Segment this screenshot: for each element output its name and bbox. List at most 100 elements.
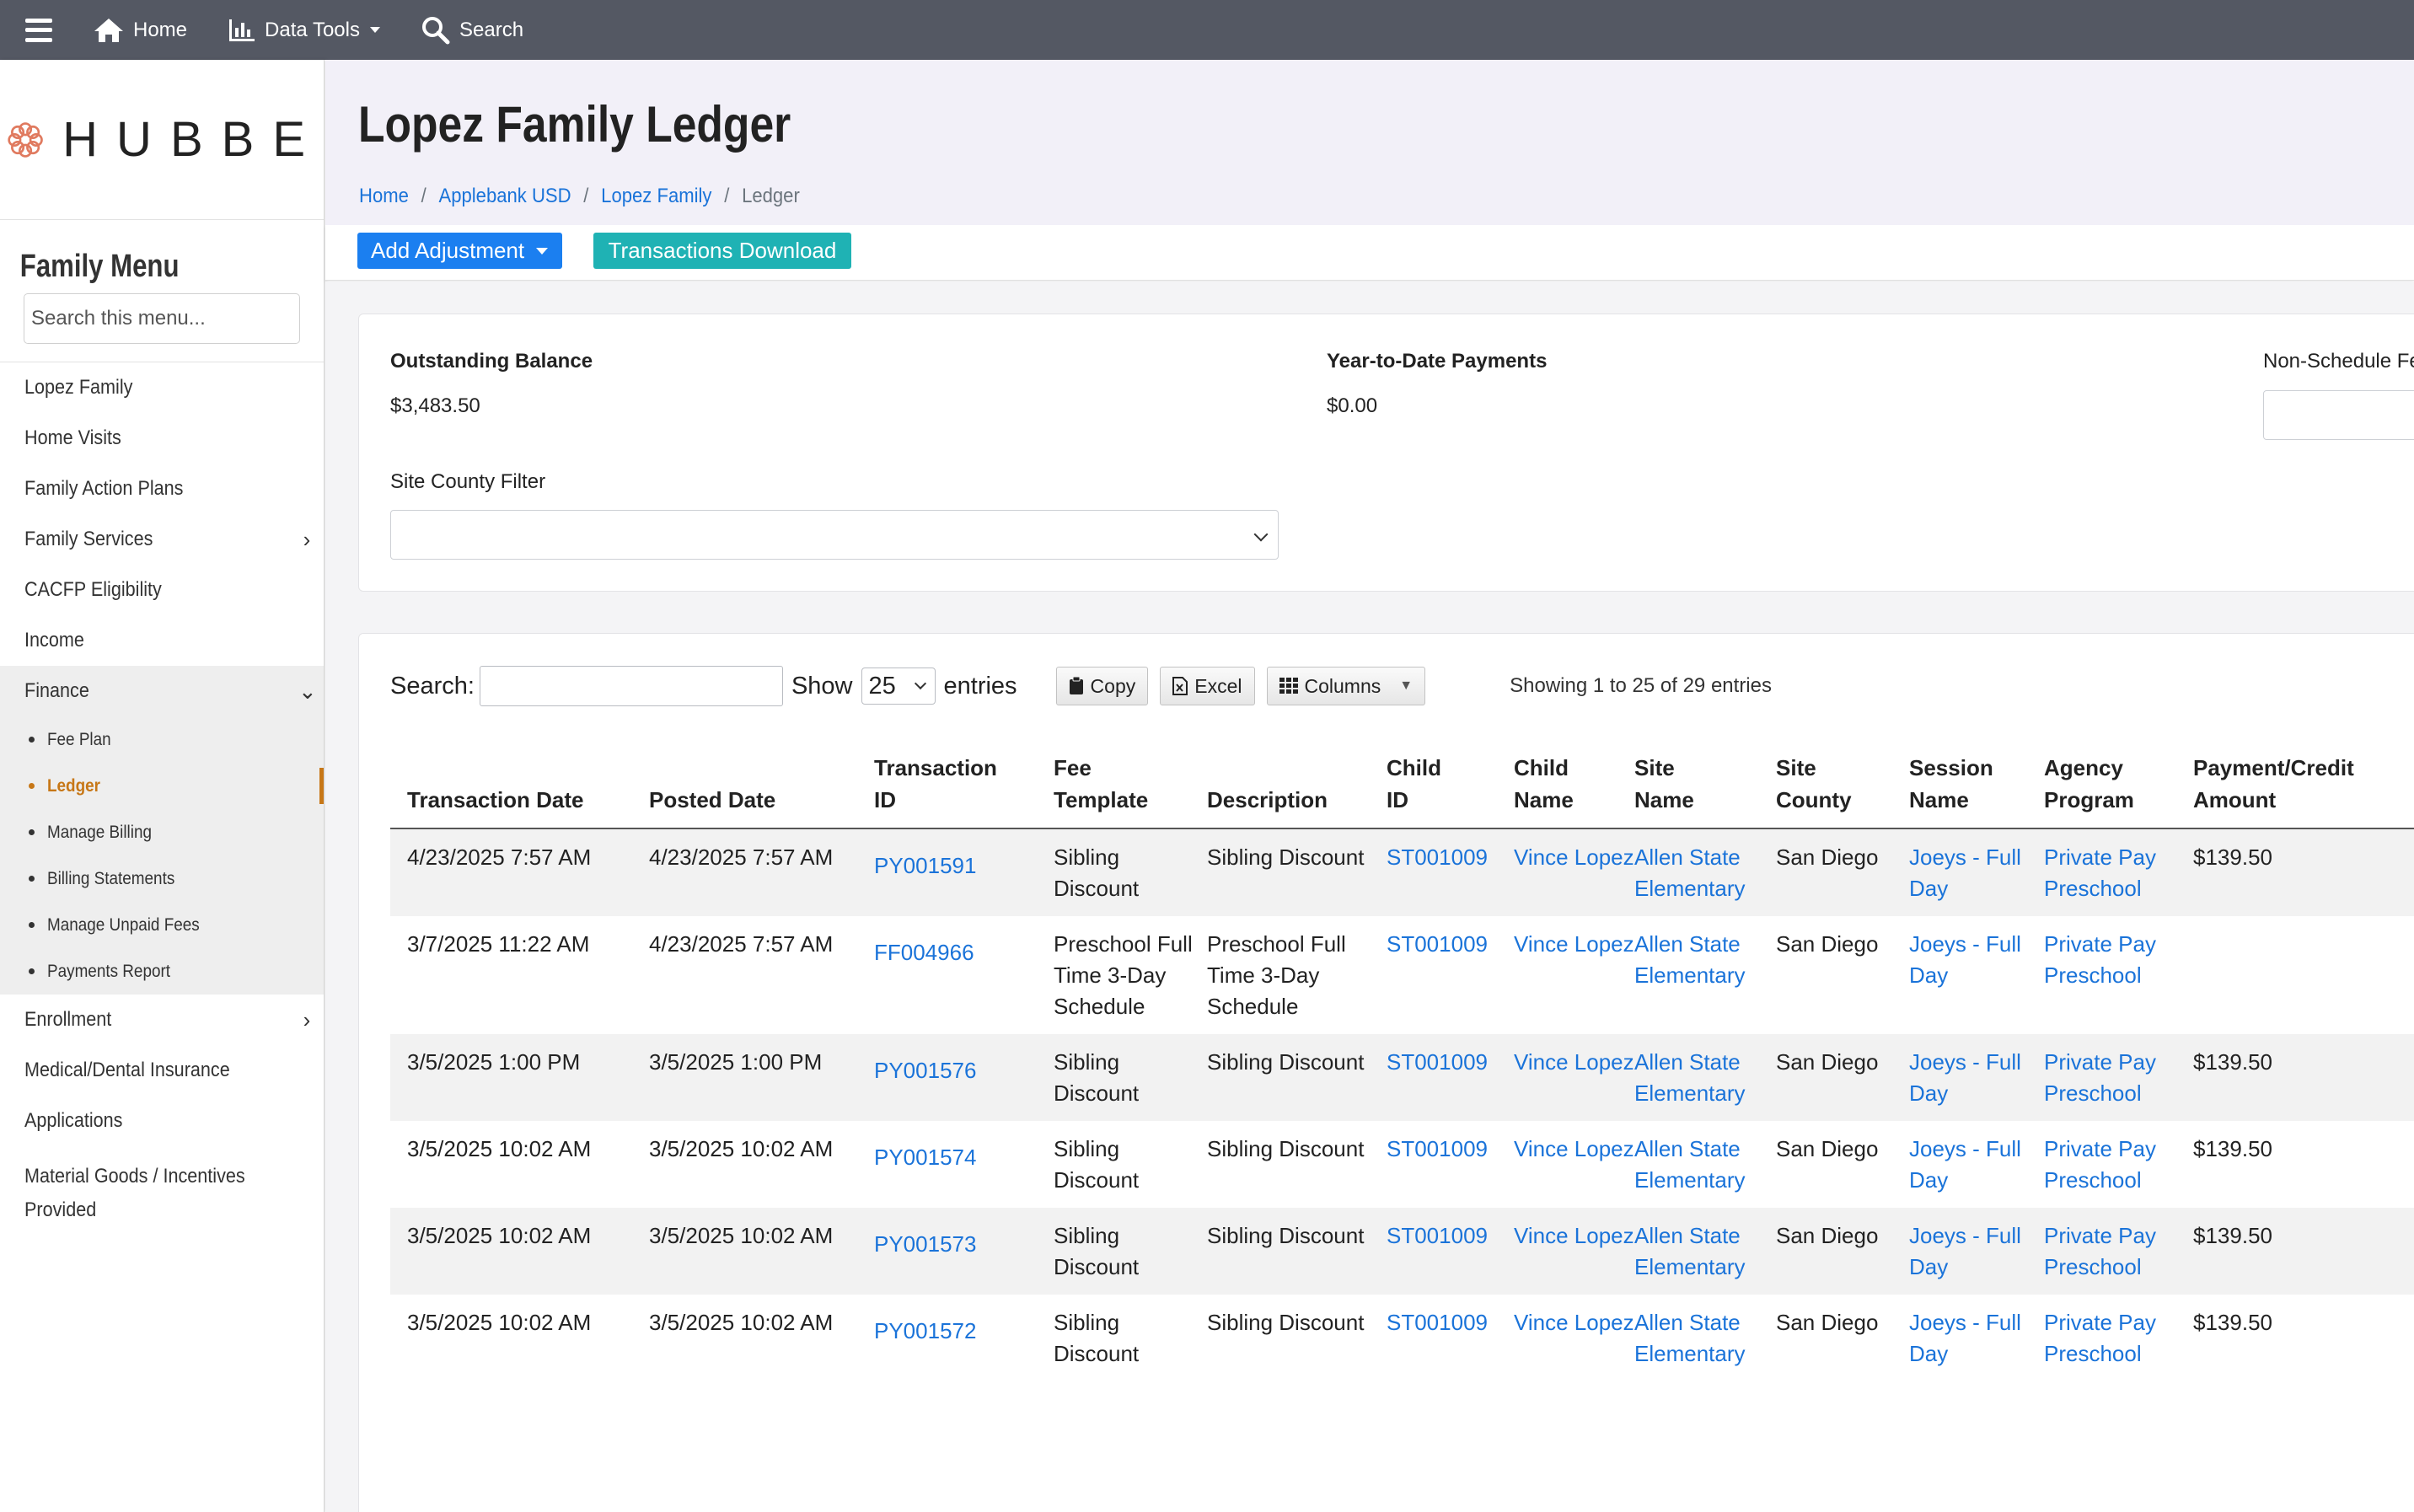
brand-logo[interactable]: HUBBE — [0, 60, 324, 220]
add-adjustment-button[interactable]: Add Adjustment — [357, 233, 562, 269]
nav-search[interactable]: Search — [421, 15, 523, 46]
cell-site-name-link[interactable]: Allen State Elementary — [1634, 1223, 1746, 1279]
cell-session-name-link[interactable]: Joeys - Full Day — [1909, 1136, 2021, 1193]
columns-button[interactable]: Columns ▼ — [1266, 667, 1426, 705]
sidebar-item-home-visits[interactable]: Home Visits — [0, 413, 324, 464]
cell-child-id-link[interactable]: ST001009 — [1387, 931, 1488, 957]
nav-data-tools[interactable]: Data Tools — [228, 18, 380, 43]
cell-transaction-id-link[interactable]: PY001572 — [874, 1318, 977, 1343]
excel-button[interactable]: Excel — [1160, 667, 1255, 705]
sidebar-subitem-manage-unpaid-fees[interactable]: Manage Unpaid Fees — [0, 902, 324, 948]
cell-site-name-link[interactable]: Allen State Elementary — [1634, 844, 1746, 901]
transactions-download-button[interactable]: Transactions Download — [593, 233, 851, 269]
sidebar-item-finance[interactable]: Finance ⌄ — [0, 666, 324, 716]
cell-site-name-link[interactable]: Allen State Elementary — [1634, 1049, 1746, 1106]
cell-agency-program-link[interactable]: Private Pay Preschool — [2044, 1310, 2156, 1366]
breadcrumb-home[interactable]: Home — [359, 185, 409, 207]
cell-agency-program-link[interactable]: Private Pay Preschool — [2044, 1049, 2156, 1106]
sidebar-item-material-goods[interactable]: Material Goods / Incentives Provided — [0, 1146, 324, 1221]
copy-button[interactable]: Copy — [1055, 667, 1149, 705]
bullet-icon — [29, 968, 35, 974]
cell-agency-program-link[interactable]: Private Pay Preschool — [2044, 844, 2156, 901]
col-child-name[interactable]: Child Name — [1514, 752, 1634, 829]
cell-agency-program-link[interactable]: Private Pay Preschool — [2044, 931, 2156, 988]
col-payment-credit-amount[interactable]: Payment/Credit Amount — [2193, 752, 2414, 829]
page-header: Lopez Family Ledger Home / Applebank USD… — [325, 60, 2414, 225]
cell-site-name-link[interactable]: Allen State Elementary — [1634, 1136, 1746, 1193]
cell-session-name-link[interactable]: Joeys - Full Day — [1909, 1049, 2021, 1106]
cell-session-name-link[interactable]: Joeys - Full Day — [1909, 1310, 2021, 1366]
cell-site-county: San Diego — [1776, 1310, 1879, 1335]
sidebar-subitem-payments-report[interactable]: Payments Report — [0, 948, 324, 995]
cell-site-name: Allen State Elementary — [1634, 916, 1776, 1034]
breadcrumb-lopez-family[interactable]: Lopez Family — [601, 185, 712, 207]
cell-site-name-link[interactable]: Allen State Elementary — [1634, 931, 1746, 988]
hamburger-menu-icon[interactable] — [25, 18, 52, 42]
cell-transaction-id-link[interactable]: PY001574 — [874, 1145, 977, 1170]
col-posted-date[interactable]: Posted Date — [632, 752, 874, 829]
cell-child-name-link[interactable]: Vince Lopez — [1514, 931, 1634, 957]
cell-child-name-link[interactable]: Vince Lopez — [1514, 1049, 1634, 1075]
cell-agency-program-link[interactable]: Private Pay Preschool — [2044, 1136, 2156, 1193]
cell-child-id-link[interactable]: ST001009 — [1387, 1223, 1488, 1248]
sidebar-subitem-billing-statements[interactable]: Billing Statements — [0, 855, 324, 902]
chevron-right-icon: › — [303, 1006, 311, 1032]
col-header-line: Transaction — [874, 755, 997, 780]
cell-transaction-id-link[interactable]: PY001576 — [874, 1058, 977, 1083]
col-site-name[interactable]: Site Name — [1634, 752, 1776, 829]
sidebar-subitem-ledger[interactable]: Ledger — [0, 763, 324, 809]
cell-child-id-link[interactable]: ST001009 — [1387, 1310, 1488, 1335]
nav-home[interactable]: Home — [93, 17, 187, 44]
non-schedule-fee-input[interactable] — [2263, 390, 2414, 440]
cell-agency-program-link[interactable]: Private Pay Preschool — [2044, 1223, 2156, 1279]
cell-child-name-link[interactable]: Vince Lopez — [1514, 1223, 1634, 1248]
col-session-name[interactable]: Session Name — [1909, 752, 2044, 829]
table-search-input[interactable] — [479, 666, 783, 706]
cell-child-id-link[interactable]: ST001009 — [1387, 844, 1488, 870]
breadcrumb-applebank-usd[interactable]: Applebank USD — [438, 185, 571, 207]
cell-posted-date: 3/5/2025 10:02 AM — [632, 1208, 874, 1295]
cell-site-name: Allen State Elementary — [1634, 1295, 1776, 1381]
col-transaction-id[interactable]: Transaction ID — [874, 752, 1054, 829]
cell-site-name-link[interactable]: Allen State Elementary — [1634, 1310, 1746, 1366]
cell-session-name-link[interactable]: Joeys - Full Day — [1909, 931, 2021, 988]
page-title: Lopez Family Ledger — [358, 96, 791, 153]
cell-transaction-id: PY001573 — [874, 1208, 1054, 1295]
cell-transaction-id-link[interactable]: PY001591 — [874, 853, 977, 878]
col-transaction-date[interactable]: Transaction Date — [390, 752, 632, 829]
sidebar-item-cacfp-eligibility[interactable]: CACFP Eligibility — [0, 565, 324, 615]
cell-child-name-link[interactable]: Vince Lopez — [1514, 844, 1634, 870]
col-agency-program[interactable]: Agency Program — [2044, 752, 2193, 829]
sidebar-item-family-action-plans[interactable]: Family Action Plans — [0, 464, 324, 514]
sidebar-item-family-services[interactable]: Family Services › — [0, 514, 324, 565]
cell-transaction-id-link[interactable]: PY001573 — [874, 1231, 977, 1257]
sidebar-item-lopez-family[interactable]: Lopez Family — [0, 362, 324, 413]
cell-session-name: Joeys - Full Day — [1909, 828, 2044, 916]
cell-child-id-link[interactable]: ST001009 — [1387, 1049, 1488, 1075]
cell-amount: $139.50 — [2193, 1208, 2414, 1295]
sidebar-item-medical-dental-insurance[interactable]: Medical/Dental Insurance — [0, 1045, 324, 1096]
outstanding-balance-label: Outstanding Balance — [390, 350, 593, 373]
col-child-id[interactable]: Child ID — [1387, 752, 1514, 829]
col-fee-template[interactable]: Fee Template — [1054, 752, 1207, 829]
sidebar-item-enrollment[interactable]: Enrollment › — [0, 995, 324, 1045]
sidebar-subitem-manage-billing[interactable]: Manage Billing — [0, 809, 324, 855]
col-description[interactable]: Description — [1207, 752, 1387, 829]
breadcrumb: Home / Applebank USD / Lopez Family / Le… — [359, 185, 800, 208]
menu-search-input[interactable]: Search this menu... — [24, 293, 300, 344]
sidebar-item-income[interactable]: Income — [0, 615, 324, 666]
sidebar-subitem-fee-plan[interactable]: Fee Plan — [0, 716, 324, 763]
site-county-filter-select[interactable] — [390, 510, 1279, 560]
page-length-select[interactable]: 25 — [861, 668, 936, 705]
col-header-line: Amount — [2193, 787, 2277, 812]
cell-session-name-link[interactable]: Joeys - Full Day — [1909, 844, 2021, 901]
col-site-county[interactable]: Site County — [1776, 752, 1909, 829]
cell-child-name: Vince Lopez — [1514, 828, 1634, 916]
cell-child-id-link[interactable]: ST001009 — [1387, 1136, 1488, 1161]
cell-session-name-link[interactable]: Joeys - Full Day — [1909, 1223, 2021, 1279]
sidebar-item-label: Finance — [24, 679, 89, 702]
cell-transaction-id-link[interactable]: FF004966 — [874, 940, 974, 965]
sidebar-item-applications[interactable]: Applications — [0, 1096, 324, 1146]
cell-child-name-link[interactable]: Vince Lopez — [1514, 1136, 1634, 1161]
cell-child-name-link[interactable]: Vince Lopez — [1514, 1310, 1634, 1335]
